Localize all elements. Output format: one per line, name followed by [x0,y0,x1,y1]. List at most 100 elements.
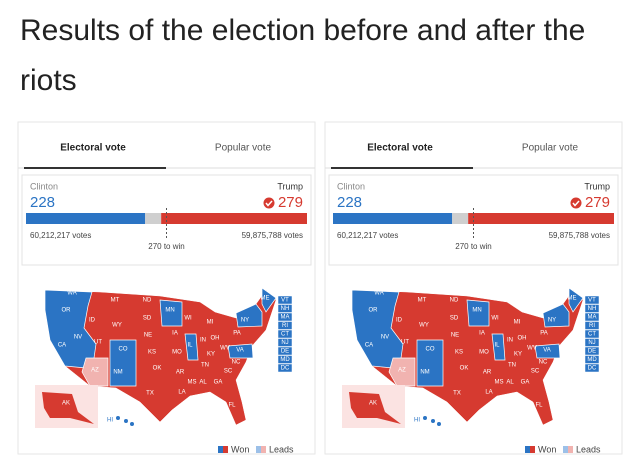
tab-electoral: Electoral vote [60,143,126,154]
state-label: WI [184,316,192,322]
map-red-ak [349,392,401,424]
state-label: IA [172,331,178,337]
trump-votes: 59,875,788 votes [242,231,303,240]
tab-popular: Popular vote [522,143,579,154]
clinton-name: Clinton [337,181,365,191]
clinton-bar [26,213,146,224]
map-red [44,289,277,426]
state-label: KS [455,350,463,356]
state-label: ID [396,318,403,324]
trump-bar [161,213,307,224]
map-blue-me [568,287,584,313]
state-box [277,329,293,339]
election-panel: Electoral vote Popular vote Clinton 228 Trum… [17,121,316,455]
state-label: ID [89,318,96,324]
map-blue-mn [159,299,183,327]
state-label: MA [281,315,290,321]
state-label: NC [539,360,548,366]
state-label: FL [228,403,236,409]
state-label: AR [176,370,185,376]
state-label: HI [107,418,113,424]
legend-won-blue [525,446,530,453]
state-box [277,363,293,373]
state-label: WI [491,316,499,322]
map-blue-il [184,333,199,361]
state-label: AK [62,401,70,407]
clinton-votes: 60,212,217 votes [30,231,91,240]
state-box [277,355,293,364]
winner-check-mark [265,200,273,207]
state-label: CA [58,343,66,349]
map-blue-mn [466,299,490,327]
legend-won-blue [218,446,223,453]
state-label: VT [588,298,596,304]
state-box [584,338,600,347]
state-label: TX [453,391,461,397]
trump-votes: 59,875,788 votes [549,231,610,240]
state-label: NC [232,360,241,366]
state-label: MS [495,380,504,386]
legend-leads: Leads [269,444,294,454]
state-box [584,295,600,305]
state-label: AZ [91,368,99,374]
state-label: NH [281,306,290,312]
map-blue-ny [542,303,570,328]
state-label: AL [506,380,514,386]
state-label: VA [543,348,551,354]
state-label: MD [587,357,597,363]
threshold-label: 270 to win [148,242,184,251]
state-box [584,363,600,373]
state-label: CT [588,332,596,338]
map-blue-conm [109,339,137,387]
map-blue-hi [124,419,128,423]
trump-electoral: 279 [585,194,610,211]
state-label: DE [588,349,596,355]
trump-electoral: 279 [278,194,303,211]
tab-electoral: Electoral vote [367,143,433,154]
state-label: NJ [281,340,288,346]
state-label: ME [568,296,577,302]
state-label: MO [172,350,182,356]
state-label: LA [485,390,492,396]
trump-bar [468,213,614,224]
state-label: MN [165,308,174,314]
clinton-electoral: 228 [337,194,362,211]
state-label: CA [365,343,373,349]
undecided-bar [452,213,469,224]
winner-check [263,197,275,209]
state-label: DC [588,366,597,372]
state-label: VA [236,348,244,354]
map-blue-va [227,343,254,359]
state-label: KS [148,350,156,356]
state-label: MD [280,357,290,363]
winner-check-mark [572,200,580,207]
state-label: IL [494,343,500,349]
map-blue-conm [416,339,444,387]
state-label: AZ [398,368,406,374]
state-box [277,338,293,347]
state-label: NJ [588,340,595,346]
state-label: AL [199,380,207,386]
map-blue-va [534,343,561,359]
state-box [584,346,600,356]
state-label: WY [419,323,429,329]
state-label: KY [514,352,522,358]
state-label: NM [420,370,429,376]
state-label: NH [588,306,597,312]
map-blue-il [491,333,506,361]
state-label: IL [187,343,193,349]
map-blue-me [261,287,277,313]
state-label: RI [589,323,595,329]
state-label: DE [281,349,289,355]
legend-won: Won [231,444,249,454]
state-label: OK [153,366,162,372]
state-label: NV [381,335,389,341]
state-label: FL [535,403,543,409]
map-blue-hi [437,422,441,426]
state-label: SD [450,316,459,322]
state-label: TX [146,391,154,397]
state-label: SC [224,369,233,375]
clinton-name: Clinton [30,181,58,191]
